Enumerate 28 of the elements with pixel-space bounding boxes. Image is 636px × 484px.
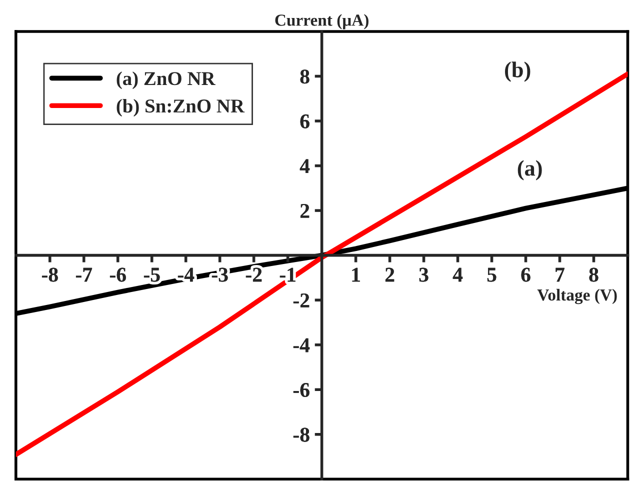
y-tick-label: 2 xyxy=(300,204,310,218)
y-tick-label: -2 xyxy=(293,294,310,308)
x-tick-label: -5 xyxy=(144,268,160,282)
annotation: (b) xyxy=(505,62,530,82)
x-tick-label: -6 xyxy=(110,268,126,282)
y-axis-title: Current (μA) xyxy=(275,14,368,30)
annotation: (a) xyxy=(518,160,542,180)
y-tick-label: 4 xyxy=(300,159,310,173)
x-tick-label: 5 xyxy=(487,268,496,282)
x-tick-label: -8 xyxy=(42,268,58,282)
x-tick-label: 3 xyxy=(419,268,428,282)
x-tick-label: 6 xyxy=(521,268,530,282)
y-tick-label: -6 xyxy=(293,383,310,398)
x-tick-label: -1 xyxy=(280,268,296,282)
y-tick-label: -8 xyxy=(293,428,310,442)
legend-label: (b) Sn:ZnO NR xyxy=(116,98,245,117)
x-tick-label: 7 xyxy=(556,268,564,282)
y-tick-label: 6 xyxy=(300,114,310,128)
x-tick-label: 2 xyxy=(385,268,394,282)
legend-label: (a) ZnO NR xyxy=(116,71,216,90)
x-tick-label: -7 xyxy=(76,268,92,282)
y-tick-label: -4 xyxy=(293,338,310,352)
x-tick-label: 1 xyxy=(352,268,360,282)
x-tick-label: 4 xyxy=(452,268,463,282)
y-tick-label: 8 xyxy=(300,70,310,84)
x-axis-title: Voltage (V) xyxy=(537,288,617,304)
x-tick-label: 8 xyxy=(589,268,598,282)
x-tick-label: -2 xyxy=(246,268,262,282)
